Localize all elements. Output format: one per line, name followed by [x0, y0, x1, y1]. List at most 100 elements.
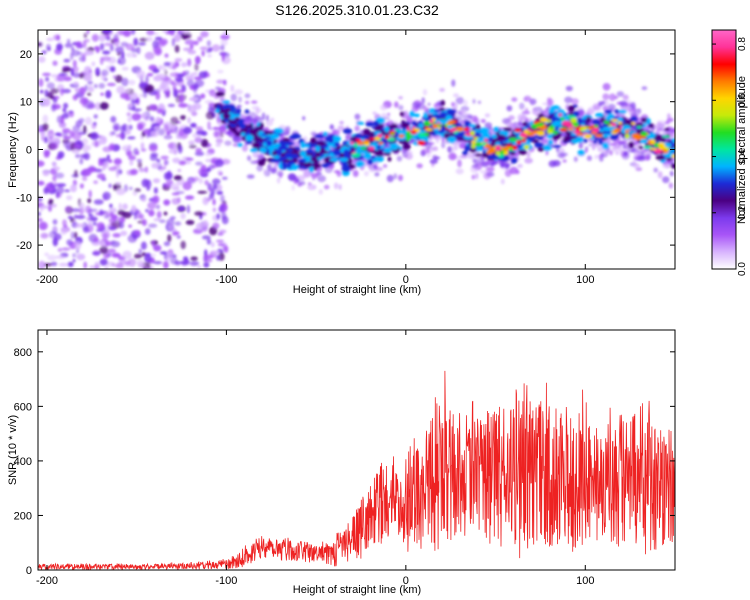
noise-blob: [104, 266, 109, 269]
ridge-halo-blob: [523, 95, 532, 102]
noise-blob: [174, 58, 183, 62]
ridge-blob: [333, 135, 340, 142]
noise-blob: [38, 197, 43, 202]
noise-blob: [87, 84, 93, 89]
ridge-halo-blob: [329, 124, 334, 130]
ridge-peak-blob: [547, 129, 553, 134]
noise-blob: [188, 140, 195, 146]
noise-blob: [43, 152, 50, 158]
noise-blob: [116, 188, 126, 196]
ridge-peak-blob: [471, 140, 476, 144]
noise-blob: [45, 76, 50, 82]
noise-blob: [171, 64, 177, 70]
noise-blob: [185, 161, 192, 165]
ridge-halo-blob: [255, 114, 260, 120]
noise-blob: [221, 52, 225, 62]
noise-blob: [38, 180, 45, 186]
ridge-peak-blob: [370, 143, 379, 147]
noise-blob: [93, 83, 98, 89]
ridge-blob: [235, 116, 240, 122]
noise-blob: [111, 263, 116, 267]
ridge-blob: [237, 142, 243, 147]
ridge-halo-blob: [310, 173, 319, 179]
ridge-halo-blob: [628, 109, 636, 113]
snr-y-tick-label: 200: [14, 510, 32, 522]
ridge-blob: [363, 152, 372, 160]
ridge-blob: [672, 138, 675, 143]
noise-blob: [153, 178, 160, 184]
noise-blob: [112, 75, 117, 79]
noise-blob: [102, 191, 111, 201]
snr-x-tick-label: 0: [403, 575, 409, 587]
ridge-blob: [390, 143, 399, 150]
noise-blob: [202, 197, 209, 206]
snr-y-tick-label: 0: [26, 565, 32, 577]
noise-blob: [203, 254, 213, 260]
noise-blob: [79, 158, 84, 165]
noise-blob: [86, 216, 91, 221]
noise-blob: [114, 74, 123, 83]
noise-blob: [180, 30, 191, 35]
noise-blob: [102, 50, 111, 55]
noise-blob: [43, 98, 51, 107]
noise-blob: [105, 36, 111, 41]
noise-blob: [55, 156, 61, 160]
noise-blob: [140, 142, 145, 150]
ridge-blob: [605, 115, 614, 121]
noise-blob: [105, 211, 110, 217]
ridge-halo-blob: [387, 112, 391, 116]
ridge-halo-blob: [386, 174, 394, 183]
ridge-halo-blob: [641, 86, 648, 91]
noise-blob: [200, 93, 206, 99]
ridge-blob: [399, 111, 405, 117]
noise-blob: [112, 233, 121, 238]
noise-blob: [129, 159, 134, 166]
ridge-peak-blob: [516, 140, 522, 145]
ridge-halo-blob: [394, 101, 399, 108]
noise-blob: [201, 235, 211, 240]
ridge-halo-blob: [294, 140, 300, 147]
noise-blob: [49, 142, 59, 150]
noise-blob: [140, 148, 147, 152]
ridge-peak-blob: [417, 140, 426, 146]
noise-blob: [55, 172, 65, 179]
ridge-peak-blob: [463, 127, 470, 132]
noise-blob: [141, 219, 147, 226]
noise-blob: [215, 138, 224, 144]
ridge-halo-blob: [570, 98, 579, 105]
noise-blob: [114, 181, 122, 185]
noise-blob: [147, 201, 157, 210]
noise-blob: [203, 262, 210, 268]
noise-blob: [152, 40, 159, 49]
ridge-halo-blob: [508, 115, 515, 121]
snr-y-tick-label: 600: [14, 401, 32, 413]
noise-blob: [167, 252, 174, 259]
ridge-peak-blob: [378, 141, 384, 145]
ridge-blob: [438, 107, 445, 112]
noise-blob: [58, 262, 69, 267]
ridge-halo-blob: [484, 113, 491, 118]
ridge-peak-blob: [503, 150, 509, 155]
noise-blob: [99, 135, 107, 145]
ridge-blob: [409, 110, 415, 118]
noise-blob: [60, 88, 64, 96]
ridge-peak-blob: [523, 129, 529, 134]
ridge-blob: [383, 151, 392, 156]
noise-blob: [219, 204, 225, 212]
noise-blob: [109, 203, 113, 208]
noise-blob: [187, 117, 192, 124]
noise-blob: [52, 161, 57, 168]
ridge-blob: [402, 139, 409, 145]
ridge-blob: [374, 126, 382, 131]
noise-blob: [72, 72, 81, 78]
noise-blob: [126, 150, 133, 157]
ridge-halo-blob: [333, 182, 339, 190]
ridge-halo-blob: [484, 122, 493, 129]
noise-blob: [201, 50, 205, 57]
ridge-halo-blob: [472, 157, 477, 164]
colorbar-tick-label: 0.4: [737, 149, 748, 163]
ridge-blob: [315, 145, 321, 152]
ridge-blob: [222, 113, 231, 119]
ridge-peak-blob: [617, 121, 623, 125]
